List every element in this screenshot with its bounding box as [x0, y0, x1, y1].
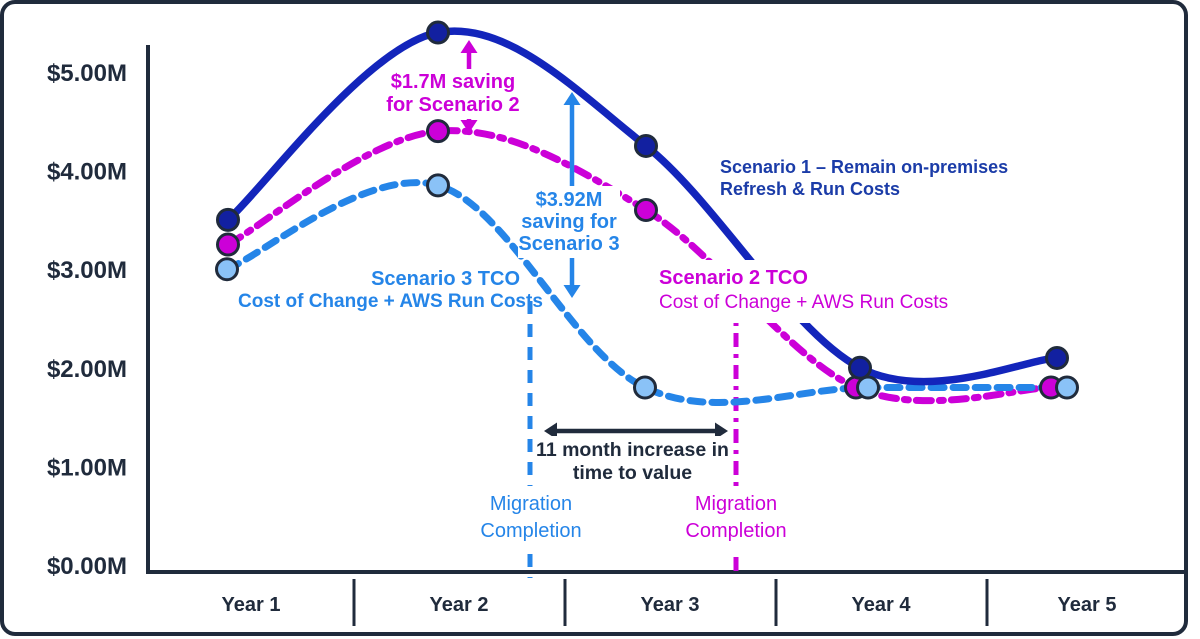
- y-tick-label: $1.00M: [47, 454, 127, 481]
- y-tick-label: $5.00M: [47, 60, 127, 87]
- label-line: $3.92M: [535, 189, 603, 211]
- s3-data-point: [426, 173, 450, 198]
- label-line: $1.7M saving: [390, 71, 516, 93]
- s1-data-point: [634, 133, 658, 158]
- scenario3-legend: Scenario 3 TCO Cost of Change + AWS Run …: [238, 267, 543, 314]
- label-line: Migration: [489, 493, 573, 515]
- time-to-value-arrow-head-left: [544, 422, 557, 440]
- saving-scenario3-arrow-head-up: [563, 92, 581, 105]
- s2-data-point: [634, 198, 658, 223]
- s1-data-point: [848, 355, 872, 380]
- s2-data-point: [426, 119, 450, 144]
- label-line: Completion: [480, 520, 582, 542]
- s1-data-point: [216, 207, 240, 232]
- saving-scenario3-arrow-head-down: [563, 285, 581, 298]
- x-tick-label: Year 2: [430, 594, 489, 616]
- legend-subtitle: Cost of Change + AWS Run Costs: [238, 291, 543, 312]
- label-line: 11 month increase in: [536, 439, 729, 461]
- legend-title: Scenario 1 – Remain on-premises: [720, 157, 1009, 177]
- s2-data-point: [216, 232, 240, 257]
- legend-title: Scenario 3 TCO: [371, 268, 520, 290]
- label-line: for Scenario 2: [386, 94, 520, 116]
- s3-data-point: [633, 375, 657, 400]
- y-tick-label: $0.00M: [47, 553, 127, 580]
- s3-data-point: [856, 375, 880, 400]
- scenario2-legend: Scenario 2 TCO Cost of Change + AWS Run …: [650, 260, 959, 323]
- s3-data-point: [215, 257, 239, 282]
- x-tick-label: Year 5: [1058, 594, 1117, 616]
- label-line: time to value: [572, 462, 693, 485]
- y-tick-label: $4.00M: [47, 159, 127, 186]
- x-tick-label: Year 1: [222, 594, 281, 616]
- saving-scenario2-arrow-head-down: [460, 120, 478, 133]
- saving-scenario3-label: $3.92M saving for Scenario 3: [518, 186, 620, 258]
- saving-scenario2-arrow-head-up: [460, 40, 478, 53]
- x-tick-label: Year 4: [852, 594, 912, 616]
- label-line: Completion: [685, 520, 787, 542]
- saving-scenario2-label: $1.7M saving for Scenario 2: [381, 69, 525, 119]
- s1-data-point: [426, 20, 450, 45]
- label-line: Migration: [694, 493, 778, 515]
- label-line: Scenario 3: [518, 233, 620, 255]
- label-line: saving for: [521, 211, 617, 233]
- scenario1-legend: Scenario 1 – Remain on-premises Refresh …: [720, 157, 1020, 201]
- s3-data-point: [1055, 375, 1079, 400]
- x-tick-label: Year 3: [641, 594, 700, 616]
- y-tick-label: $3.00M: [47, 257, 127, 284]
- legend-subtitle: Refresh & Run Costs: [720, 178, 901, 199]
- migration-completion-scenario2-label: Migration Completion: [666, 486, 806, 550]
- legend-subtitle: Cost of Change + AWS Run Costs: [659, 292, 949, 313]
- migration-completion-scenario3-label: Migration Completion: [461, 486, 601, 550]
- legend-title: Scenario 2 TCO: [659, 267, 808, 289]
- time-to-value-label: 11 month increase in time to value: [536, 436, 729, 489]
- time-to-value-arrow-head-right: [715, 422, 728, 440]
- s1-data-point: [1045, 345, 1069, 370]
- y-tick-label: $2.00M: [47, 356, 127, 383]
